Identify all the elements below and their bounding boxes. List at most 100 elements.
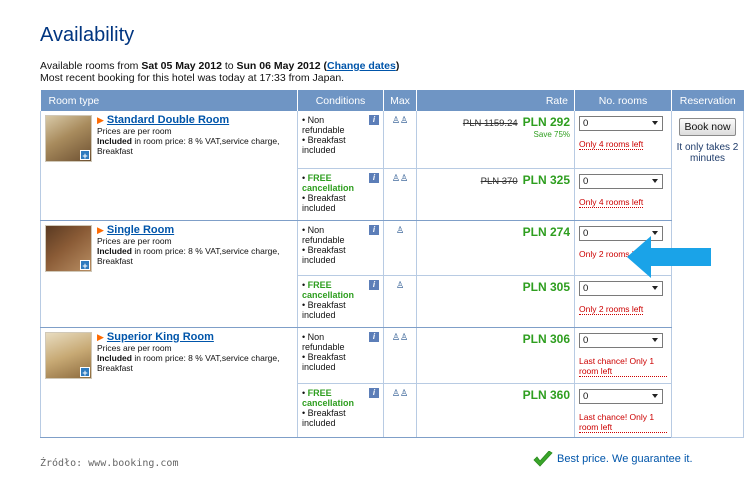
header-max: Max xyxy=(383,90,417,111)
date-range-line: Available rooms from Sat 05 May 2012 to … xyxy=(40,60,399,72)
price: PLN 274 xyxy=(522,224,570,239)
conditions-cell: i • FREE cancellation • Breakfast includ… xyxy=(297,168,384,221)
room-photo[interactable]: + xyxy=(45,331,92,379)
conditions-cell: i • FREE cancellation • Breakfast includ… xyxy=(297,275,384,328)
info-icon[interactable]: i xyxy=(369,224,379,235)
info-icon[interactable]: i xyxy=(369,331,379,342)
one-person-icon: ♙ xyxy=(395,224,405,235)
table-row: i • FREE cancellation • Breakfast includ… xyxy=(41,383,744,438)
cond-nonrefundable: Non refundable xyxy=(302,331,345,352)
rooms-select-value: 0 xyxy=(583,282,589,294)
cond-bullet: • xyxy=(302,172,306,183)
rooms-select-value: 0 xyxy=(583,390,589,402)
enlarge-plus-icon[interactable]: + xyxy=(80,150,90,161)
cond-bullet: • xyxy=(302,279,306,290)
two-persons-icon: ♙♙ xyxy=(391,387,409,398)
room-name-link[interactable]: ▶ Standard Double Room xyxy=(97,115,293,126)
reservation-note: It only takes 2 minutes xyxy=(676,142,739,164)
cond-breakfast: • Breakfast included xyxy=(302,135,346,155)
table-row: + ▶ Single Room Prices are per room Inclu… xyxy=(40,220,744,328)
header-reservation: Reservation xyxy=(671,90,744,111)
included-note: Included in room price: 8 % VAT,service … xyxy=(97,246,293,266)
table-row: i • FREE cancellation • Breakfast includ… xyxy=(41,168,744,221)
price: PLN 360 xyxy=(522,387,570,402)
availability-table: Room type Conditions Max Rate No. rooms … xyxy=(40,90,744,438)
date-from: Sat 05 May 2012 xyxy=(141,60,222,72)
paren-open: ( xyxy=(320,60,327,72)
chevron-down-icon xyxy=(652,285,658,290)
price: PLN 306 xyxy=(522,331,570,346)
rooms-left-note: Only 2 rooms left xyxy=(579,248,644,259)
two-persons-icon: ♙♙ xyxy=(391,172,409,183)
rooms-left-note: Only 4 rooms left xyxy=(579,196,644,208)
room-name-link[interactable]: ▶ Single Room xyxy=(97,223,293,236)
two-persons-icon: ♙♙ xyxy=(391,331,409,342)
cond-breakfast: • Breakfast included xyxy=(302,299,346,320)
prices-note: Prices are per room xyxy=(97,126,172,136)
table-row: i • FREE cancellation • Breakfast includ… xyxy=(41,275,744,328)
enlarge-plus-icon[interactable]: + xyxy=(80,366,90,378)
source-caption: Źródło: www.booking.com xyxy=(40,458,179,469)
chevron-down-icon xyxy=(652,230,658,235)
room-photo[interactable]: + xyxy=(45,115,92,162)
cond-bullet: • xyxy=(302,387,306,398)
cond-bullet: • xyxy=(302,115,306,125)
included-label: Included xyxy=(97,245,132,256)
rate-cell: PLN 1159.24 PLN 292 Save 75% xyxy=(416,111,575,169)
cond-breakfast: • Breakfast included xyxy=(302,407,346,428)
enlarge-plus-icon[interactable]: + xyxy=(80,259,90,271)
info-icon[interactable]: i xyxy=(369,115,379,125)
old-price: PLN 1159.24 xyxy=(462,118,518,129)
included-text: in room price: 8 % VAT,service charge, B… xyxy=(97,136,280,156)
rooms-select[interactable]: 0 xyxy=(579,116,663,131)
rooms-select[interactable]: 0 xyxy=(579,332,663,348)
conditions-cell: i • Non refundable • Breakfast included xyxy=(297,111,384,169)
rooms-left-note: Only 4 rooms left xyxy=(579,139,644,150)
room-name-link[interactable]: ▶ Superior King Room xyxy=(97,331,293,342)
old-price: PLN 370 xyxy=(480,175,518,187)
guarantee-text: Best price. We guarantee it. xyxy=(557,453,693,465)
max-cell: ♙♙ xyxy=(383,111,417,169)
cond-breakfast: • Breakfast included xyxy=(302,244,346,265)
cond-bullet: • xyxy=(302,331,306,342)
price: PLN 292 xyxy=(522,115,570,129)
rooms-left-note: Only 2 rooms left xyxy=(579,303,644,315)
room-type-cell: + ▶ Single Room Prices are per room Inclu… xyxy=(40,220,298,328)
cond-free-cancellation: FREE cancellation xyxy=(302,279,355,300)
cond-breakfast: • Breakfast included xyxy=(302,192,346,213)
cond-breakfast: • Breakfast included xyxy=(302,351,346,372)
rate-cell: PLN 306 xyxy=(416,327,575,384)
rooms-select-value: 0 xyxy=(583,227,589,239)
rooms-select[interactable]: 0 xyxy=(579,280,663,296)
room-name-text: Single Room xyxy=(106,223,175,236)
header-no-rooms: No. rooms xyxy=(574,90,672,111)
no-rooms-cell: 0 Last chance! Only 1 room left xyxy=(574,327,672,384)
recent-booking-line: Most recent booking for this hotel was t… xyxy=(40,72,345,84)
two-persons-icon: ♙♙ xyxy=(391,115,409,125)
chevron-down-icon xyxy=(652,337,658,342)
change-dates-link[interactable]: Change dates xyxy=(326,60,396,72)
orange-triangle-icon: ▶ xyxy=(97,115,104,125)
orange-triangle-icon: ▶ xyxy=(97,331,104,342)
rooms-select[interactable]: 0 xyxy=(579,173,663,189)
table-row: + ▶ Superior King Room Prices are per roo… xyxy=(40,327,744,438)
info-icon[interactable]: i xyxy=(369,172,379,183)
included-text: in room price: 8 % VAT,service charge, B… xyxy=(97,352,280,373)
header-rate: Rate xyxy=(416,90,575,111)
included-text: in room price: 8 % VAT,service charge, B… xyxy=(97,245,280,266)
max-cell: ♙ xyxy=(383,220,417,276)
room-type-cell: + ▶ Standard Double Room Prices are per r… xyxy=(40,111,298,221)
no-rooms-cell: 0 Last chance! Only 1 room left xyxy=(574,383,672,438)
room-photo[interactable]: + xyxy=(45,224,92,272)
rooms-select[interactable]: 0 xyxy=(579,388,663,404)
page-title: Availability xyxy=(40,24,135,46)
rooms-select[interactable]: 0 xyxy=(579,225,663,241)
room-type-cell: + ▶ Superior King Room Prices are per roo… xyxy=(40,327,298,438)
info-icon[interactable]: i xyxy=(369,279,379,290)
cond-bullet: • xyxy=(302,224,306,235)
best-price-guarantee: Best price. We guarantee it. xyxy=(533,451,693,467)
chevron-down-icon xyxy=(652,121,658,125)
info-icon[interactable]: i xyxy=(369,387,379,398)
book-now-button[interactable]: Book now xyxy=(679,118,736,136)
reservation-cell: Book now It only takes 2 minutes xyxy=(671,111,744,438)
